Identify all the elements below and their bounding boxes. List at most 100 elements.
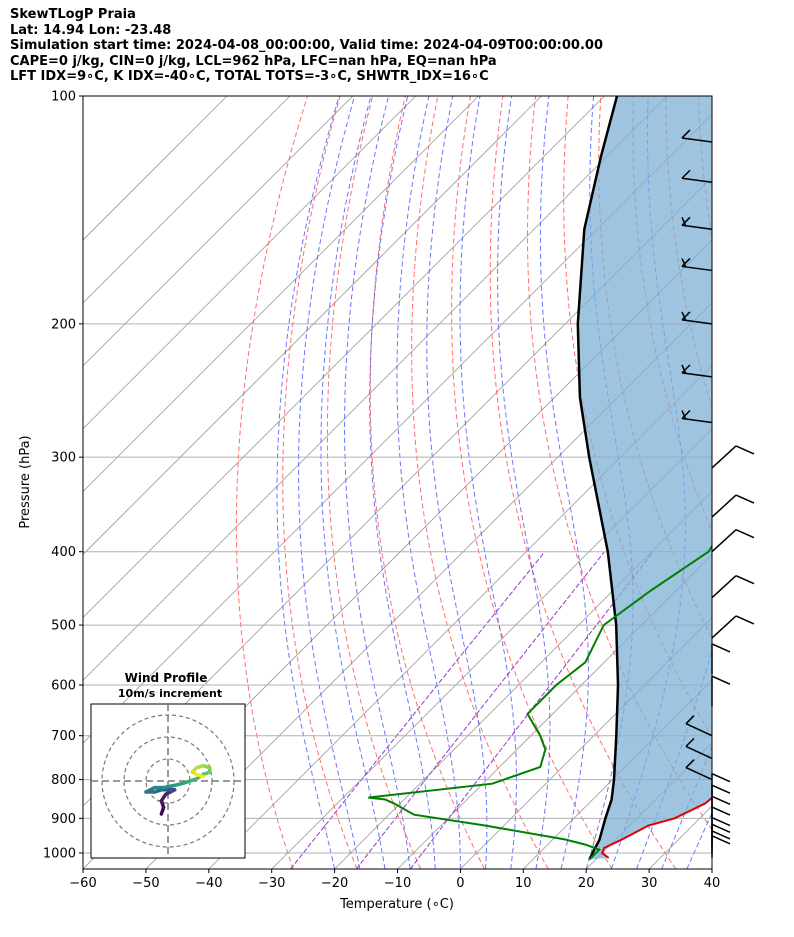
wind-barb-flag (681, 216, 687, 227)
wind-barb-flag (711, 643, 731, 653)
isotherm-line (83, 96, 668, 681)
isotherm-line (83, 96, 354, 367)
location-line: Lat: 14.94 Lon: -23.48 (10, 22, 172, 38)
wind-barb-flag (681, 364, 687, 375)
mixing-ratio-line (409, 551, 654, 869)
wind-barb (685, 759, 713, 781)
dry-adiabat-line (697, 96, 712, 242)
y-tick-label: 600 (51, 679, 76, 694)
wind-barb-staff (685, 745, 713, 760)
x-tick-label: 10 (515, 876, 532, 891)
wind-barb (711, 835, 731, 858)
hodograph-title: Wind Profile (125, 671, 208, 685)
wind-barb-staff (711, 615, 737, 639)
mixing-ratio-line (355, 551, 605, 869)
wind-barb-flag (711, 816, 731, 827)
wind-barb-staff (681, 265, 713, 272)
dewpoint-line (368, 544, 712, 861)
wind-barb-flag (735, 494, 755, 504)
wind-barb-flag (681, 311, 687, 322)
hodograph-segment (194, 772, 205, 779)
isotherm-line (83, 96, 605, 618)
y-tick-label: 1000 (43, 846, 76, 861)
moist-adiabat-line (661, 745, 712, 869)
wind-barb-flag (711, 772, 731, 783)
wind-barb-flag (681, 364, 691, 374)
wind-barb-staff (681, 177, 713, 183)
wind-barb-flag (711, 830, 731, 840)
wind-barb (711, 795, 731, 819)
x-tick-label: −40 (195, 876, 222, 891)
area-fill (577, 96, 712, 860)
isotherm-line (460, 616, 712, 869)
wind-barb-flag (711, 835, 731, 845)
y-tick-label: 400 (51, 545, 76, 560)
moist-adiabat-line (539, 96, 589, 869)
axes: −60 −50 −40 −30 −20 −10 0 10 20 30 40 100 200 300 400 5… (43, 90, 720, 892)
wind-barb-flag (735, 529, 755, 539)
wind-barb (711, 675, 731, 707)
dry-adiabat-line (451, 96, 613, 869)
isotherm-line (83, 96, 291, 304)
wind-barb-flag (735, 574, 755, 585)
isotherm-line (397, 553, 712, 869)
y-tick-label: 200 (51, 317, 76, 332)
wind-barb-flag (681, 257, 691, 267)
wind-barb-flag (681, 311, 691, 321)
wind-barb-flag (685, 737, 695, 747)
chart-title: SkewTLogP Praia (10, 7, 136, 22)
profiles (368, 96, 712, 861)
x-tick-label: 20 (578, 876, 595, 891)
moist-adiabat-line (298, 96, 361, 869)
wind-barb (711, 529, 755, 553)
wind-barb-staff (681, 417, 713, 424)
isotherm-line (83, 96, 416, 430)
wind-barb (681, 169, 713, 183)
wind-barb (711, 494, 755, 518)
wind-barb (681, 311, 713, 325)
wind-barb (681, 257, 713, 272)
x-tick-label: 30 (641, 876, 658, 891)
x-tick-label: 0 (456, 876, 464, 891)
hodograph-segment (161, 783, 177, 790)
hodograph-inset: Wind Profile 10m/s increment (90, 671, 246, 859)
temperature-line (600, 796, 712, 859)
parcel-profile-line (576, 96, 620, 861)
moist-adiabat-line (711, 867, 712, 869)
wind-barb-flag (681, 410, 687, 420)
dry-adiabat-line (282, 96, 358, 869)
x-axis-label: Temperature (∘C) (339, 897, 454, 912)
isotherm-line (711, 868, 712, 869)
y-tick-label: 300 (51, 451, 76, 466)
wind-barb-staff (711, 445, 737, 469)
wind-barb-flag (681, 258, 687, 268)
y-tick-label: 900 (51, 812, 76, 827)
moist-adiabat-line (320, 96, 386, 869)
cape-line: CAPE=0 j/kg, CIN=0 j/kg, LCL=962 hPa, LF… (10, 53, 497, 69)
moist-adiabat-line (396, 96, 461, 869)
moist-adiabat-line (276, 96, 340, 869)
wind-barb-flag (711, 795, 731, 806)
dry-adiabat-line (235, 96, 308, 869)
y-tick-label: 100 (51, 90, 76, 105)
y-tick-label: 800 (51, 773, 76, 788)
x-tick-label: 40 (704, 876, 721, 891)
y-axis-label: Pressure (hPa) (18, 435, 33, 528)
dry-adiabat-line (731, 96, 794, 869)
moist-adiabat-line (369, 96, 436, 869)
mixing-ratio-line (290, 551, 546, 869)
wind-barb (711, 574, 755, 599)
time-line: Simulation start time: 2024-04-08_00:00:… (10, 38, 603, 53)
wind-barb (681, 409, 713, 424)
wind-barb-staff (681, 372, 713, 378)
wind-barb-flag (685, 759, 695, 769)
isotherm-line (145, 302, 712, 869)
x-tick-label: −30 (258, 876, 285, 891)
dry-adiabat-line (411, 96, 549, 869)
dry-adiabat-line (369, 96, 485, 869)
wind-barb-flag (711, 823, 731, 834)
x-tick-label: −20 (321, 876, 348, 891)
wind-barb (711, 643, 731, 674)
wind-barb (681, 216, 713, 231)
